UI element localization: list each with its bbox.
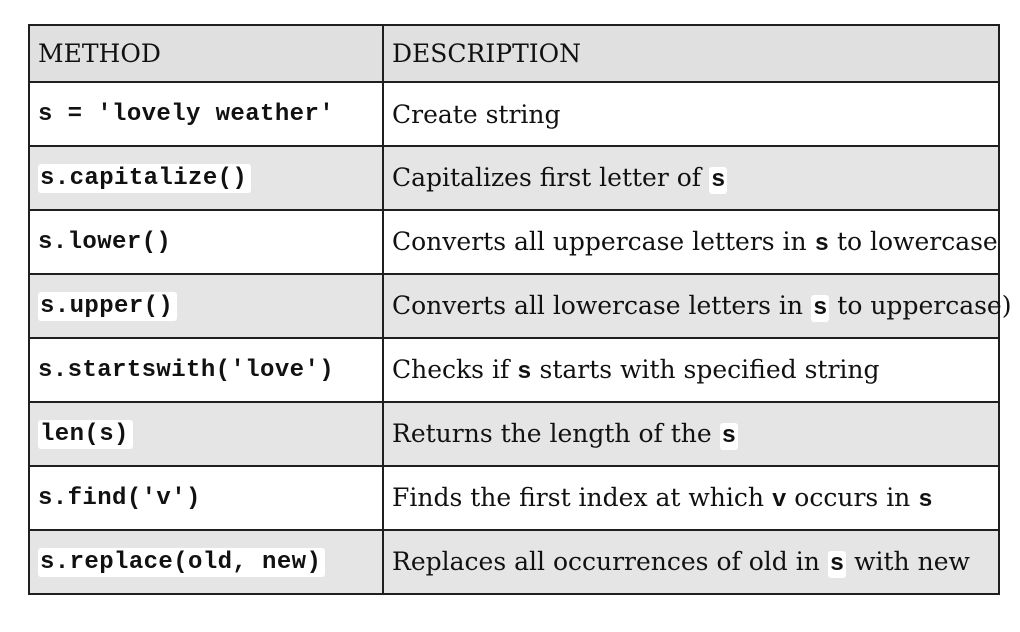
description-text: Create string xyxy=(392,99,561,129)
description-cell: Checks if s starts with specified string xyxy=(382,337,1000,403)
description-cell: Returns the length of the s xyxy=(382,401,1000,467)
method-code: len(s) xyxy=(38,419,133,449)
method-code: s.lower() xyxy=(38,228,172,256)
method-code: s.find('v') xyxy=(38,484,201,512)
method-code: s.replace(old, new) xyxy=(38,547,326,577)
method-cell: s.lower() xyxy=(28,209,384,275)
method-code: s = 'lovely weather' xyxy=(38,100,335,128)
description-text: Finds the first index at which xyxy=(392,482,772,512)
table-row: s.upper() Converts all lowercase letters… xyxy=(28,273,1011,339)
inline-code: s xyxy=(918,486,933,514)
description-text: Converts all lowercase letters in xyxy=(392,290,811,320)
description-text: to uppercase) xyxy=(829,290,1012,320)
description-cell: Create string xyxy=(382,81,1000,147)
description-cell: Finds the first index at which v occurs … xyxy=(382,465,1000,531)
description-text: with new xyxy=(846,546,970,576)
description-cell: Converts all lowercase letters in s to u… xyxy=(382,273,1011,339)
header-description: DESCRIPTION xyxy=(382,24,1000,83)
inline-code: s xyxy=(709,166,728,194)
method-cell: len(s) xyxy=(28,401,384,467)
method-cell: s = 'lovely weather' xyxy=(28,81,384,147)
description-cell: Converts all uppercase letters in s to l… xyxy=(382,209,1000,275)
method-code: s.startswith('love') xyxy=(38,356,335,384)
header-method: METHOD xyxy=(28,24,384,83)
description-text: Converts all uppercase letters in xyxy=(392,226,815,256)
method-cell: s.find('v') xyxy=(28,465,384,531)
inline-code: v xyxy=(771,486,787,514)
inline-code: s xyxy=(517,358,532,386)
table-row: s.capitalize() Capitalizes first letter … xyxy=(28,145,1000,211)
description-text: starts with specified string xyxy=(531,354,880,384)
method-code: s.capitalize() xyxy=(38,163,252,193)
inline-code: s xyxy=(814,230,830,258)
description-cell: Capitalizes first letter of s xyxy=(382,145,1000,211)
table-row: s.lower() Converts all uppercase letters… xyxy=(28,209,1000,275)
description-text: to lowercase xyxy=(829,226,998,256)
description-text: Capitalizes first letter of xyxy=(392,162,709,192)
method-cell: s.replace(old, new) xyxy=(28,529,384,595)
inline-code: s xyxy=(719,422,739,450)
string-methods-table-container: METHOD DESCRIPTION s = 'lovely weather' … xyxy=(28,24,1011,595)
description-cell: Replaces all occurrences of old in s wit… xyxy=(382,529,1000,595)
method-code: s.upper() xyxy=(38,291,178,321)
inline-code: s xyxy=(810,294,830,322)
description-text: Returns the length of the xyxy=(392,418,720,448)
table-row: s.replace(old, new) Replaces all occurre… xyxy=(28,529,1000,595)
method-cell: s.upper() xyxy=(28,273,384,339)
table-row: s = 'lovely weather' Create string xyxy=(28,81,1000,147)
description-text: occurs in xyxy=(786,482,919,512)
method-cell: s.capitalize() xyxy=(28,145,384,211)
method-cell: s.startswith('love') xyxy=(28,337,384,403)
inline-code: s xyxy=(827,550,847,578)
description-text: Checks if xyxy=(392,354,518,384)
table-row: s.find('v') Finds the first index at whi… xyxy=(28,465,1000,531)
table-row: s.startswith('love') Checks if s starts … xyxy=(28,337,1000,403)
description-text: Replaces all occurrences of old in xyxy=(392,546,828,576)
table-header-row: METHOD DESCRIPTION xyxy=(28,24,1000,83)
string-methods-table: METHOD DESCRIPTION s = 'lovely weather' … xyxy=(28,24,1011,595)
table-row: len(s) Returns the length of the s xyxy=(28,401,1000,467)
